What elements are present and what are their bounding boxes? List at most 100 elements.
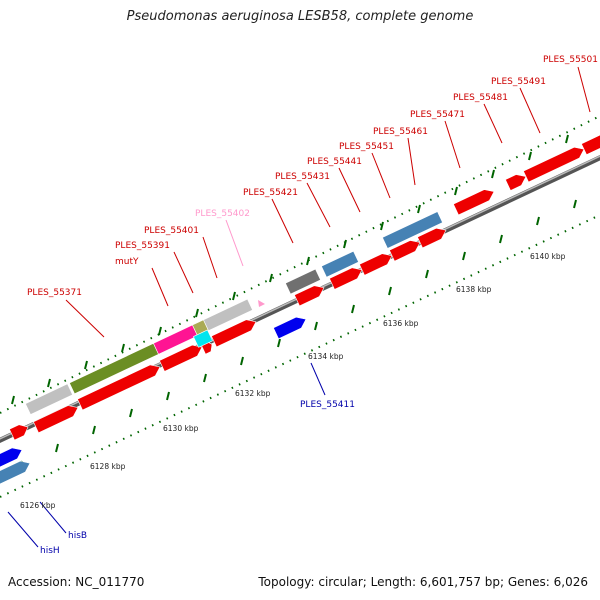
major-tick (306, 256, 310, 266)
gene-ples-55471 (505, 174, 527, 191)
gene-features (0, 134, 600, 486)
gene-label-ples-55391[interactable]: PLES_55391 (115, 241, 170, 251)
gene-ples-55491 (581, 134, 600, 156)
gene-label-ples-55431[interactable]: PLES_55431 (275, 172, 330, 182)
gene-red-3-shape (159, 344, 203, 372)
kbp-label-6126: 6126 kbp (20, 501, 56, 510)
gene-label-ples-55401[interactable]: PLES_55401 (144, 226, 199, 236)
gene-red-0-shape (9, 424, 29, 441)
gene-red-2 (77, 364, 161, 411)
major-tick (536, 216, 540, 226)
gene-red-10 (417, 227, 447, 249)
leader-line (483, 103, 503, 144)
kbp-label-6138: 6138 kbp (456, 285, 492, 294)
gene-label-ples-55411[interactable]: PLES_55411 (300, 400, 355, 410)
gene-red-9 (389, 240, 421, 262)
major-tick (388, 286, 392, 296)
gene-ples-55481-shape (523, 146, 585, 183)
gene-label-ples-55461[interactable]: PLES_55461 (373, 127, 428, 137)
major-tick (491, 169, 495, 179)
gene-ples-55431-shape (321, 250, 359, 278)
leader-line (407, 137, 416, 186)
major-tick (425, 269, 429, 279)
gene-ples-55491-shape (581, 134, 600, 156)
gene-ples-55421-shape (285, 268, 321, 295)
gene-label-ples-55451[interactable]: PLES_55451 (339, 142, 394, 152)
gene-label-ples-55491[interactable]: PLES_55491 (491, 77, 546, 87)
gene-red-8-shape (359, 253, 393, 276)
gene-label-ples-55471[interactable]: PLES_55471 (410, 110, 465, 120)
major-tick (565, 134, 569, 144)
gene-label-ples-55481[interactable]: PLES_55481 (453, 93, 508, 103)
leader-lines (7, 66, 591, 548)
gene-ples-55431 (321, 250, 359, 278)
gene-ples-55361 (25, 383, 73, 415)
kbp-label-6128: 6128 kbp (90, 462, 126, 471)
gene-ples-55411 (273, 316, 307, 340)
gene-ples-55421 (285, 268, 321, 295)
gene-label-ples-55402[interactable]: PLES_55402 (195, 209, 250, 219)
major-tick (55, 443, 59, 453)
leader-line (271, 198, 294, 244)
map-title: Pseudomonas aeruginosa LESB58, complete … (126, 9, 474, 24)
gene-ples-55461-shape (453, 189, 495, 216)
leader-line (151, 267, 169, 307)
gene-ples-55401 (203, 298, 253, 332)
major-tick (203, 373, 207, 383)
leader-line (371, 152, 391, 199)
major-tick (343, 239, 347, 249)
leader-line (39, 501, 67, 534)
gene-label-ples-55501[interactable]: PLES_55501 (543, 55, 598, 65)
major-tick (528, 151, 532, 161)
gene-ples-55471-shape (505, 174, 527, 191)
kbp-label-6130: 6130 kbp (163, 424, 199, 433)
gene-ples-55411-shape (273, 316, 307, 340)
leader-line (173, 251, 194, 294)
gene-label-hish[interactable]: hisH (40, 546, 60, 556)
gene-red-7 (329, 267, 363, 290)
accession-text: Accession: NC_011770 (8, 575, 145, 589)
gene-ples-55451 (382, 211, 443, 249)
gene-red-1-shape (33, 405, 79, 434)
major-tick (573, 199, 577, 209)
gene-red-5 (211, 319, 257, 348)
upper-tick-track (0, 115, 600, 414)
major-tick (232, 291, 236, 301)
gene-label-muty[interactable]: mutY (115, 257, 139, 267)
major-tick (84, 360, 88, 370)
leader-line (519, 87, 541, 134)
leader-line (577, 66, 591, 113)
leader-line (7, 511, 39, 548)
gene-cyan-shape (193, 329, 213, 348)
gene-red-0 (9, 424, 29, 441)
gene-label-ples-55371[interactable]: PLES_55371 (27, 288, 82, 298)
major-tick (454, 186, 458, 196)
gene-hisb-shape (0, 447, 23, 469)
gene-hish (0, 460, 31, 486)
major-tick (499, 234, 503, 244)
major-tick (47, 378, 51, 388)
gene-red-9-shape (389, 240, 421, 262)
gene-ples-55361-shape (25, 383, 73, 415)
major-tick (462, 251, 466, 261)
leader-line (225, 219, 244, 267)
gene-ples-55451-shape (382, 211, 443, 249)
gene-red-8 (359, 253, 393, 276)
major-tick (158, 326, 162, 336)
major-tick (195, 308, 199, 318)
leader-line (65, 299, 105, 338)
major-tick (121, 343, 125, 353)
major-tick (351, 304, 355, 314)
gene-label-ples-55441[interactable]: PLES_55441 (307, 157, 362, 167)
major-ticks (11, 134, 577, 470)
gene-red-1 (33, 405, 79, 434)
gene-label-hisb[interactable]: hisB (68, 531, 87, 541)
major-tick (92, 425, 96, 435)
major-tick (269, 273, 273, 283)
leader-line (338, 167, 361, 213)
gene-red-6-shape (294, 285, 325, 307)
gene-label-ples-55421[interactable]: PLES_55421 (243, 188, 298, 198)
major-tick (380, 221, 384, 231)
major-tick (314, 321, 318, 331)
